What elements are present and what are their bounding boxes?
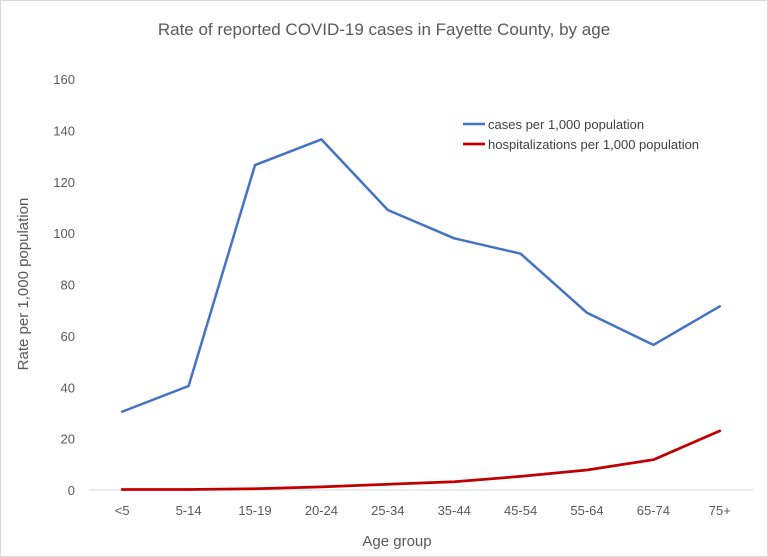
x-tick-label: <5 xyxy=(115,503,130,518)
x-tick-label: 75+ xyxy=(709,503,731,518)
y-tick-label: 80 xyxy=(61,278,75,293)
y-axis-ticks: 0 20 40 60 80 100 120 140 160 xyxy=(53,72,75,498)
y-tick-label: 140 xyxy=(53,123,75,138)
chart-title: Rate of reported COVID-19 cases in Fayet… xyxy=(158,20,610,39)
legend-label: hospitalizations per 1,000 population xyxy=(488,137,699,152)
series-line-cases xyxy=(120,138,722,413)
y-tick-label: 120 xyxy=(53,175,75,190)
x-tick-label: 15-19 xyxy=(238,503,271,518)
y-tick-label: 0 xyxy=(68,483,75,498)
x-tick-label: 20-24 xyxy=(305,503,338,518)
x-tick-label: 45-54 xyxy=(504,503,537,518)
series-line-hospitalizations xyxy=(120,429,722,491)
y-tick-label: 40 xyxy=(61,380,75,395)
y-tick-label: 100 xyxy=(53,226,75,241)
x-tick-label: 5-14 xyxy=(176,503,202,518)
x-axis-ticks: <5 5-14 15-19 20-24 25-34 35-44 45-54 55-64 65-7… xyxy=(115,503,731,518)
y-tick-label: 20 xyxy=(61,432,75,447)
x-tick-label: 55-64 xyxy=(570,503,603,518)
x-tick-label: 65-74 xyxy=(637,503,670,518)
y-axis-label: Rate per 1,000 population xyxy=(15,198,32,371)
legend: cases per 1,000 population hospitalizatio… xyxy=(463,117,699,152)
y-tick-label: 160 xyxy=(53,72,75,87)
x-tick-label: 35-44 xyxy=(438,503,471,518)
series-layer xyxy=(120,138,722,491)
y-tick-label: 60 xyxy=(61,329,75,344)
x-tick-label: 25-34 xyxy=(371,503,404,518)
x-axis-label: Age group xyxy=(362,533,431,550)
legend-label: cases per 1,000 population xyxy=(488,117,644,132)
